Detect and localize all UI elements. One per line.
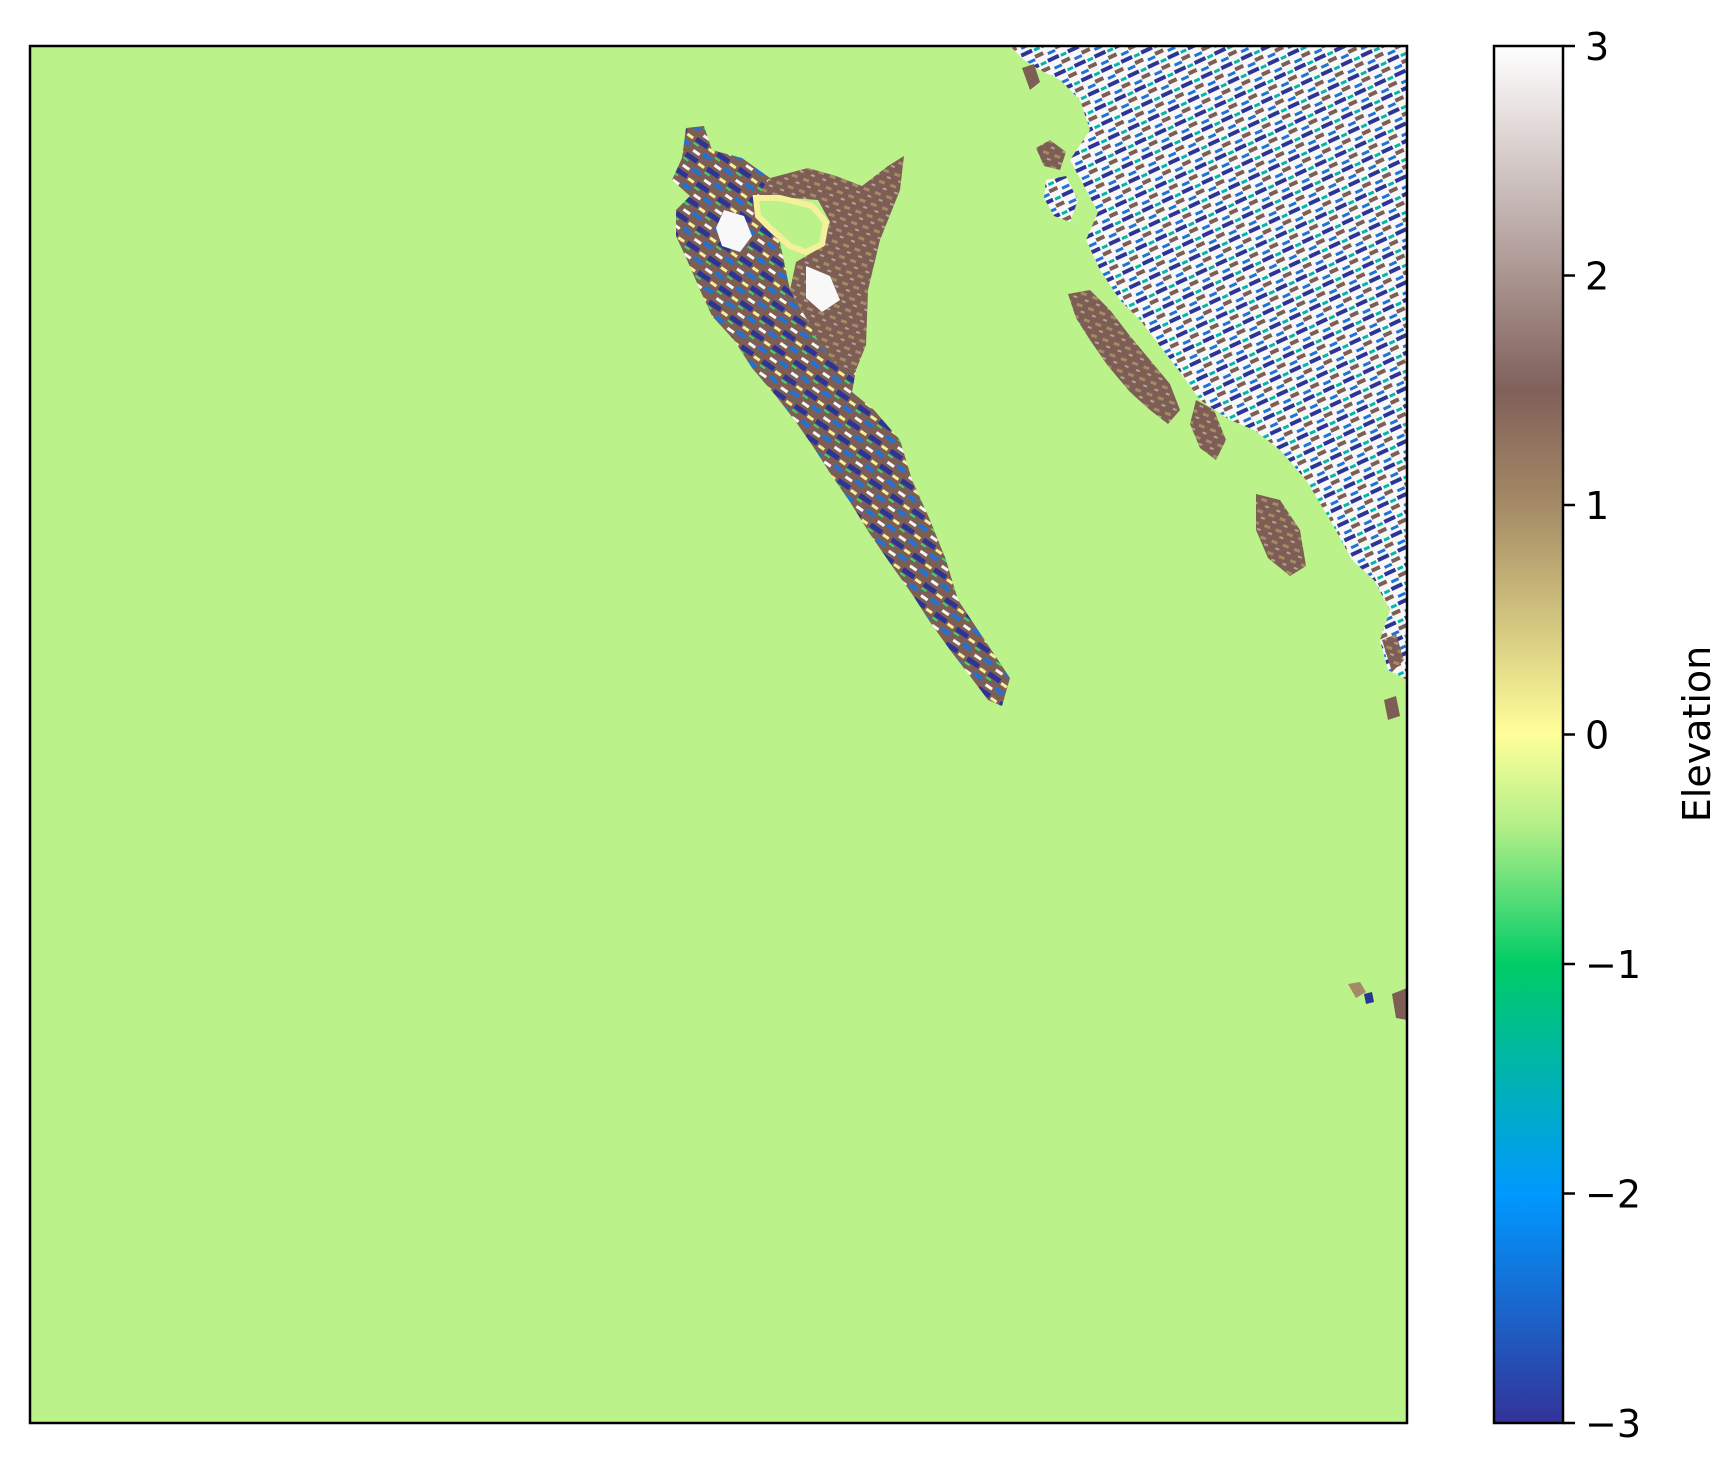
southeast-islet: [1348, 982, 1366, 998]
colorbar-tick-label: 1: [1585, 484, 1609, 528]
colorbar-ticks: 3 2 1 0 −1 −2 −3: [1563, 25, 1641, 1446]
map-panel: [28, 44, 1409, 1425]
colorbar-tick-label: −2: [1585, 1173, 1641, 1217]
mainland-northeast: [1010, 46, 1407, 680]
colorbar-tick-label: −3: [1585, 1402, 1641, 1446]
coastal-islet: [1044, 176, 1078, 222]
mainland-coast-brown: [1190, 400, 1226, 460]
land-masses: [672, 46, 1407, 1020]
southeast-islet: [1392, 988, 1407, 1020]
coastal-islet: [1384, 696, 1400, 720]
mainland-coast-brown: [1068, 290, 1180, 424]
colorbar-label: Elevation: [1675, 646, 1719, 823]
island-northwest: [672, 126, 1010, 706]
island-north-brown: [760, 156, 904, 370]
colorbar-tick-label: 2: [1585, 255, 1609, 299]
colorbar-tick-label: 0: [1585, 714, 1609, 758]
island-yellow-inlet: [752, 195, 830, 256]
coastal-islet: [1022, 64, 1040, 90]
southeast-islet: [1364, 992, 1374, 1004]
map-frame: [28, 44, 1409, 1425]
coastal-islet: [1036, 140, 1066, 170]
colorbar-tick-label: 3: [1585, 25, 1609, 69]
colorbar: 3 2 1 0 −1 −2 −3 Elevation: [1492, 25, 1719, 1446]
island-snow-patch: [716, 210, 752, 252]
mainland-coast-brown: [1256, 494, 1306, 576]
island-snow-patch: [806, 266, 840, 312]
colorbar-tick-label: −1: [1585, 943, 1641, 987]
coastal-islet: [1382, 634, 1404, 672]
colorbar-gradient: [1494, 46, 1563, 1423]
